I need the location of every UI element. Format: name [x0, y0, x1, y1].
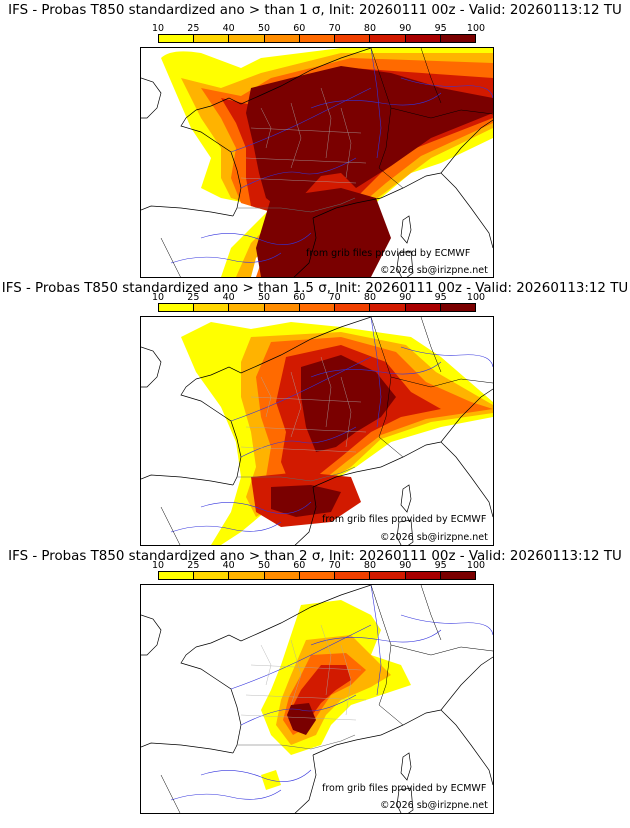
map-panel-2: [140, 316, 494, 546]
colorbar-swatch: [335, 35, 371, 42]
colorbar-tick: 60: [293, 23, 306, 34]
colorbar-tick: 95: [434, 292, 447, 303]
panel-2-copyright: ©2026 sb@irizpne.net: [380, 532, 488, 543]
panel-1-title: IFS - Probas T850 standardized ano > tha…: [8, 3, 622, 18]
colorbar-tick: 70: [328, 292, 341, 303]
colorbar-tick: 90: [399, 23, 412, 34]
panel-3-copyright: ©2026 sb@irizpne.net: [380, 800, 488, 811]
colorbar-swatch: [229, 35, 265, 42]
colorbar-swatch: [159, 304, 195, 311]
probability-map-2: [141, 317, 493, 545]
colorbar-tick: 100: [466, 23, 486, 34]
colorbar-tick: 50: [257, 292, 271, 303]
colorbar-1: 10 25 40 50 60 70 80 90 95 100: [152, 23, 485, 43]
colorbar-tick: 50: [257, 560, 271, 571]
colorbar-swatch: [440, 572, 475, 579]
colorbar-swatch: [194, 35, 230, 42]
colorbar-swatch: [159, 35, 195, 42]
panel-3-credit: from grib files provided by ECMWF: [322, 783, 487, 794]
colorbar-tick: 70: [328, 560, 341, 571]
colorbar-swatch: [159, 572, 195, 579]
panel-1-credit: from grib files provided by ECMWF: [306, 248, 471, 259]
colorbar-swatches: [158, 34, 476, 43]
colorbar-tick: 25: [187, 292, 200, 303]
colorbar-swatch: [264, 304, 300, 311]
colorbar-tick: 25: [187, 560, 200, 571]
colorbar-tick: 40: [222, 560, 235, 571]
map-panel-3: [140, 584, 494, 814]
map-panel-1: [140, 47, 494, 278]
panel-1-copyright: ©2026 sb@irizpne.net: [380, 265, 488, 276]
colorbar-tick: 80: [363, 23, 377, 34]
colorbar-swatch: [229, 304, 265, 311]
colorbar-tick: 10: [151, 23, 165, 34]
colorbar-swatch: [440, 35, 475, 42]
colorbar-tick: 80: [363, 292, 377, 303]
colorbar-3: 10 25 40 50 60 70 80 90 95 100: [152, 560, 485, 580]
colorbar-tick: 60: [293, 560, 306, 571]
colorbar-tick: 95: [434, 560, 447, 571]
colorbar-swatch: [194, 572, 230, 579]
colorbar-tick: 90: [399, 560, 412, 571]
colorbar-swatch: [299, 572, 336, 579]
colorbar-swatch: [370, 304, 406, 311]
colorbar-swatch: [405, 35, 441, 42]
colorbar-tick: 70: [328, 23, 341, 34]
colorbar-tick: 10: [151, 560, 165, 571]
panel-2-credit: from grib files provided by ECMWF: [322, 514, 487, 525]
colorbar-tick: 95: [434, 23, 447, 34]
panel-2-title: IFS - Probas T850 standardized ano > tha…: [1, 281, 629, 296]
colorbar-swatch: [299, 304, 336, 311]
colorbar-tick: 100: [466, 292, 486, 303]
colorbar-swatch: [299, 35, 336, 42]
colorbar-swatch: [405, 572, 441, 579]
panel-3-title: IFS - Probas T850 standardized ano > tha…: [8, 549, 622, 564]
colorbar-2: 10 25 40 50 60 70 80 90 95 100: [152, 292, 485, 312]
colorbar-swatch: [335, 572, 371, 579]
colorbar-swatch: [264, 572, 300, 579]
probability-map-1: [141, 48, 493, 277]
colorbar-swatch: [405, 304, 441, 311]
colorbar-tick: 80: [363, 560, 377, 571]
colorbar-swatch: [264, 35, 300, 42]
colorbar-swatch: [370, 572, 406, 579]
colorbar-tick: 100: [466, 560, 486, 571]
colorbar-swatches: [158, 303, 476, 312]
colorbar-tick: 40: [222, 292, 235, 303]
colorbar-tick: 40: [222, 23, 235, 34]
colorbar-swatch: [370, 35, 406, 42]
colorbar-swatch: [335, 304, 371, 311]
colorbar-tick: 25: [187, 23, 200, 34]
colorbar-tick: 10: [151, 292, 165, 303]
probability-map-3: [141, 585, 493, 813]
colorbar-tick: 60: [293, 292, 306, 303]
colorbar-swatch: [229, 572, 265, 579]
colorbar-tick: 50: [257, 23, 271, 34]
colorbar-swatch: [440, 304, 475, 311]
colorbar-swatches: [158, 571, 476, 580]
colorbar-swatch: [194, 304, 230, 311]
colorbar-tick: 90: [399, 292, 412, 303]
